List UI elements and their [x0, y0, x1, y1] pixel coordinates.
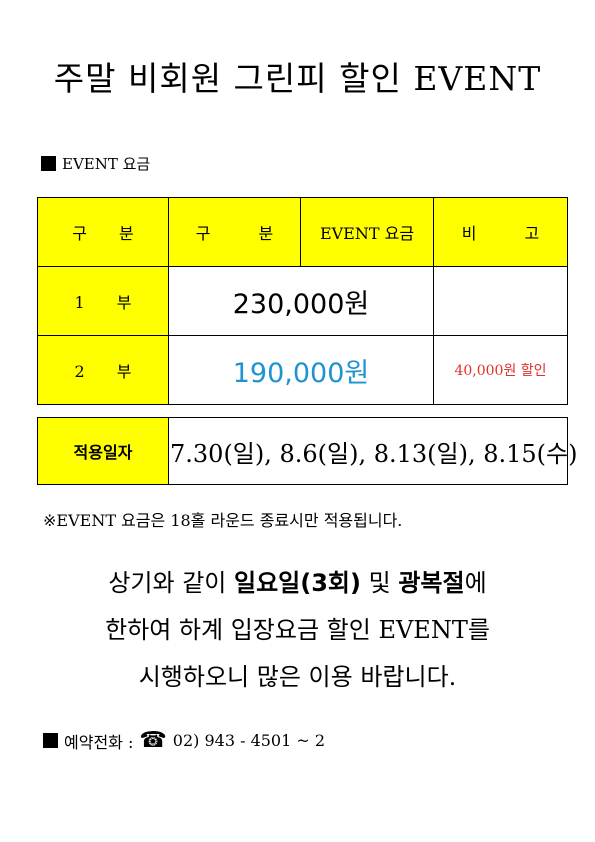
- section-label: EVENT 요금: [62, 155, 151, 173]
- table-header-row: 구분 구분 EVENT 요금 비고: [37, 197, 568, 267]
- announcement-line-1: 상기와 같이 일요일(3회) 및 광복절에: [108, 569, 487, 597]
- header-cell: 비고: [433, 197, 568, 267]
- price-cell: 190,000원: [168, 335, 434, 405]
- square-bullet-icon: [43, 733, 58, 748]
- phone-icon: ☎: [139, 728, 167, 753]
- contact-line: 예약전화 : ☎ 02) 943 - 4501 ~ 2: [43, 728, 325, 753]
- header-cell: 구분: [37, 197, 169, 267]
- dates-label: 적용일자: [37, 417, 169, 485]
- section-heading: EVENT 요금: [41, 153, 150, 174]
- table-row: 2부 190,000원 40,000원 할인: [37, 335, 568, 405]
- page-title: 주말 비회원 그린피 할인 EVENT: [53, 59, 542, 98]
- row-label: 2부: [37, 335, 169, 405]
- dates-table: 적용일자 7.30(일), 8.6(일), 8.13(일), 8.15(수): [37, 417, 577, 485]
- dates-value: 7.30(일), 8.6(일), 8.13(일), 8.15(수): [168, 417, 577, 485]
- note-cell: [433, 266, 568, 336]
- phone-number: 02) 943 - 4501 ~ 2: [172, 731, 326, 750]
- price-cell: 230,000원: [168, 266, 434, 336]
- footnote: ※EVENT 요금은 18홀 라운드 종료시만 적용됩니다.: [43, 511, 403, 530]
- discount-note: 40,000원 할인: [433, 335, 568, 405]
- contact-label: 예약전화 :: [64, 732, 134, 752]
- header-cell: 구분: [168, 197, 301, 267]
- row-label: 1부: [37, 266, 169, 336]
- announcement-line-2: 한하여 하계 입장요금 할인 EVENT를: [105, 616, 490, 644]
- announcement-line-3: 시행하오니 많은 이용 바랍니다.: [138, 663, 457, 691]
- header-cell: EVENT 요금: [300, 197, 434, 267]
- fee-table: 구분 구분 EVENT 요금 비고 1부 230,000원 2부 190,000…: [37, 197, 568, 405]
- table-row: 1부 230,000원: [37, 266, 568, 336]
- square-bullet-icon: [41, 156, 56, 171]
